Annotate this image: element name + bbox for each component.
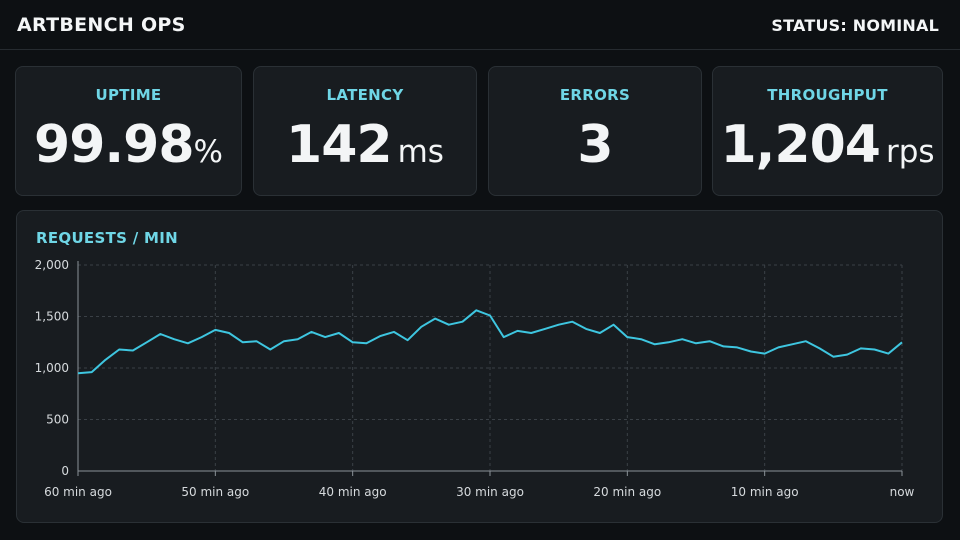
metric-label: LATENCY — [326, 86, 404, 104]
chart-title: REQUESTS / MIN — [36, 229, 178, 247]
x-tick-label: 40 min ago — [319, 485, 387, 499]
x-tick-label: 10 min ago — [731, 485, 799, 499]
metric-unit: rps — [885, 134, 935, 170]
metric-number: 99.98 — [34, 115, 194, 175]
status-indicator: STATUS: NOMINAL — [771, 16, 939, 35]
metric-number: 3 — [577, 115, 613, 175]
x-tick-label: 20 min ago — [593, 485, 661, 499]
y-tick-label: 2,000 — [35, 258, 69, 272]
y-tick-label: 0 — [61, 464, 69, 478]
metric-value: 1,204 rps — [713, 115, 942, 175]
metric-unit: % — [193, 134, 223, 170]
metric-label: ERRORS — [559, 86, 631, 104]
y-tick-label: 1,000 — [35, 361, 69, 375]
metric-value: 142 ms — [254, 115, 476, 175]
metric-label: THROUGHPUT — [767, 86, 888, 104]
metric-unit: ms — [397, 134, 444, 170]
y-tick-label: 500 — [46, 413, 69, 427]
metric-card-latency: LATENCY 142 ms — [253, 66, 477, 196]
metric-label: UPTIME — [95, 86, 162, 104]
requests-line-chart: 0 500 1,000 1,500 2,000 60 min ago 50 min ago 4… — [35, 258, 915, 499]
metric-card-errors: ERRORS 3 — [488, 66, 702, 196]
requests-chart-panel: REQUESTS / MIN 0 500 1,000 1,500 2,000 60 min… — [16, 210, 943, 523]
metric-value: 99.98% — [16, 115, 241, 175]
x-tick-label: 60 min ago — [44, 485, 112, 499]
metric-number: 142 — [286, 115, 393, 175]
x-tick-label: now — [890, 485, 915, 499]
requests-series-line — [77, 309, 903, 375]
metric-card-throughput: THROUGHPUT 1,204 rps — [712, 66, 943, 196]
x-tick-label: 30 min ago — [456, 485, 524, 499]
y-tick-label: 1,500 — [35, 310, 69, 324]
app-title: ARTBENCH OPS — [17, 14, 186, 36]
x-tick-label: 50 min ago — [181, 485, 249, 499]
metric-value: 3 — [489, 115, 701, 175]
metric-number: 1,204 — [720, 115, 880, 175]
metric-card-uptime: UPTIME 99.98% — [15, 66, 242, 196]
top-bar: ARTBENCH OPS STATUS: NOMINAL — [0, 0, 960, 50]
